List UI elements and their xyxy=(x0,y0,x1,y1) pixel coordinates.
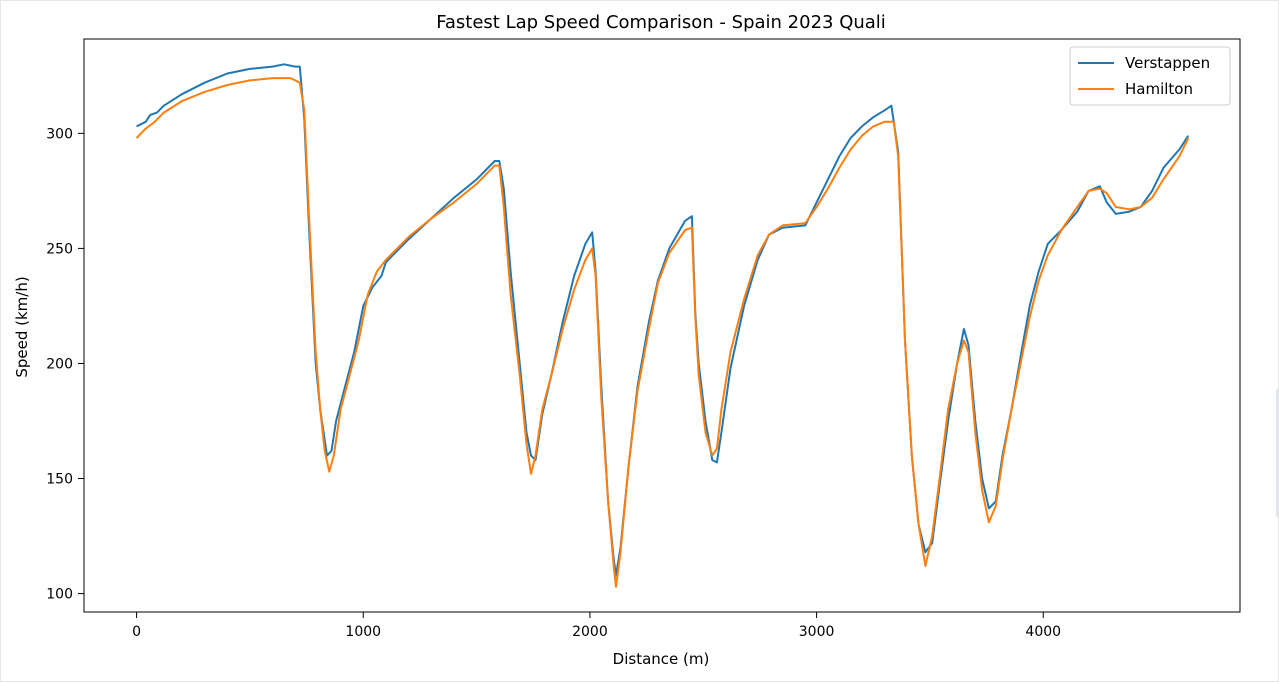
x-tick-label: 3000 xyxy=(799,624,835,640)
y-axis-title: Speed (km/h) xyxy=(13,276,31,377)
y-tick-label: 100 xyxy=(46,587,73,603)
plot-area xyxy=(135,63,1190,588)
plot-frame xyxy=(83,38,1241,613)
legend-label-verstappen: Verstappen xyxy=(1125,54,1210,72)
chart-title: Fastest Lap Speed Comparison - Spain 202… xyxy=(436,12,886,33)
x-axis: 0 1000 2000 3000 4000 xyxy=(132,612,1061,640)
x-tick-label: 1000 xyxy=(345,624,381,640)
x-tick-label: 4000 xyxy=(1025,624,1061,640)
legend-label-hamilton: Hamilton xyxy=(1125,80,1193,98)
x-axis-title: Distance (m) xyxy=(613,650,710,668)
x-tick-label: 0 xyxy=(132,624,141,640)
y-tick-label: 200 xyxy=(46,356,73,372)
x-tick-label: 2000 xyxy=(572,624,608,640)
scroll-edge-indicator xyxy=(1276,389,1278,517)
series-line-verstappen xyxy=(136,63,1190,577)
legend-box xyxy=(1069,46,1231,106)
y-tick-label: 150 xyxy=(46,472,73,488)
y-tick-label: 250 xyxy=(46,241,73,257)
legend: Verstappen Hamilton xyxy=(1069,46,1231,106)
y-tick-label: 300 xyxy=(46,126,73,142)
y-axis: 100 150 200 250 300 xyxy=(46,126,84,603)
series-line-hamilton xyxy=(135,77,1190,588)
